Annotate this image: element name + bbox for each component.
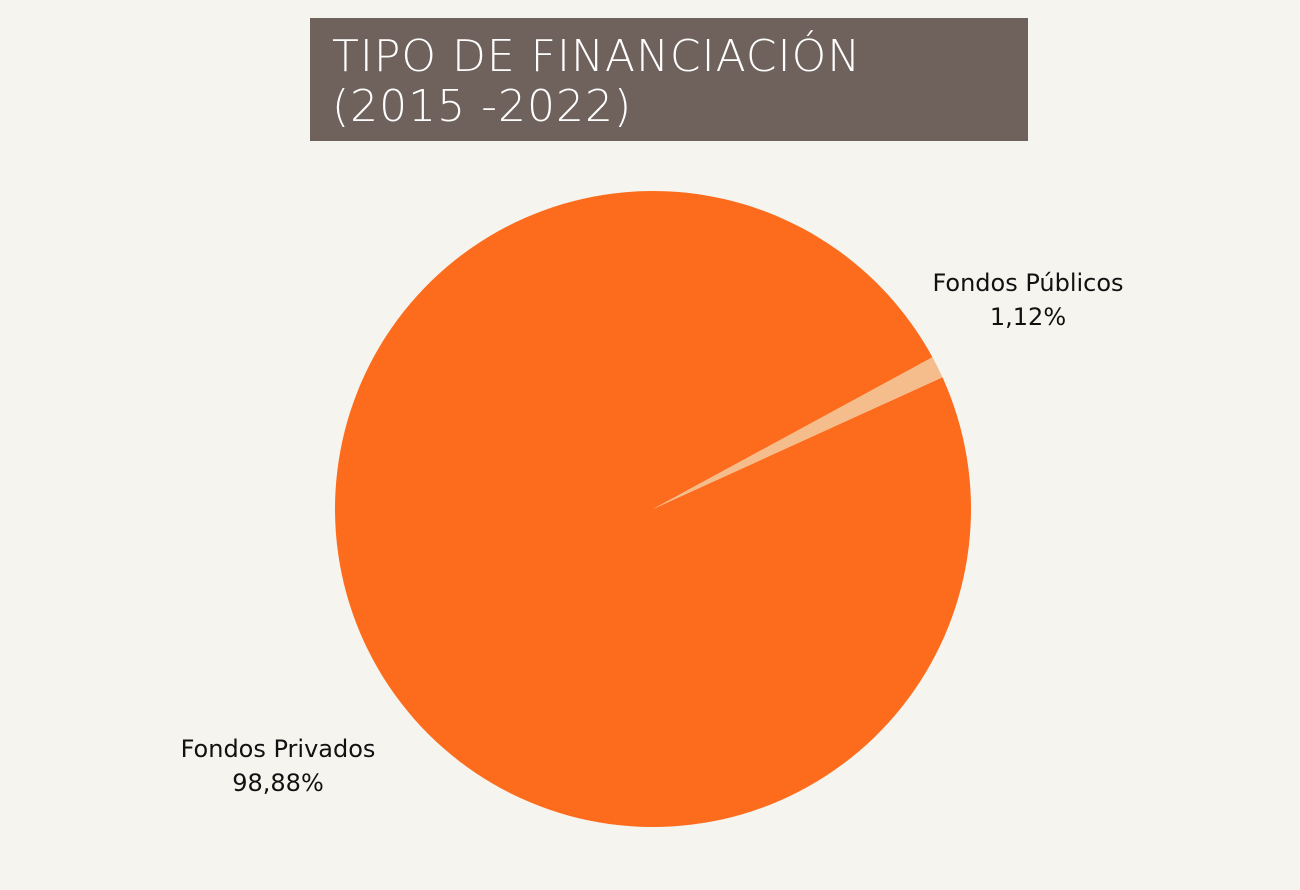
label-fondos-privados-value: 98,88% (232, 769, 324, 797)
slice-fondos-privados (334, 190, 971, 827)
chart-title: TIPO DE FINANCIACIÓN (2015 -2022) (310, 18, 1028, 141)
slice-fondos-publicos (653, 357, 943, 509)
label-fondos-privados: Fondos Privados 98,88% (152, 732, 404, 800)
label-fondos-publicos: Fondos Públicos 1,12% (912, 266, 1144, 334)
label-fondos-privados-name: Fondos Privados (180, 735, 376, 763)
label-fondos-publicos-name: Fondos Públicos (932, 269, 1124, 297)
chart-title-line-2: (2015 -2022) (332, 81, 633, 132)
chart-title-line-1: TIPO DE FINANCIACIÓN (332, 31, 862, 82)
label-fondos-publicos-value: 1,12% (989, 303, 1067, 331)
